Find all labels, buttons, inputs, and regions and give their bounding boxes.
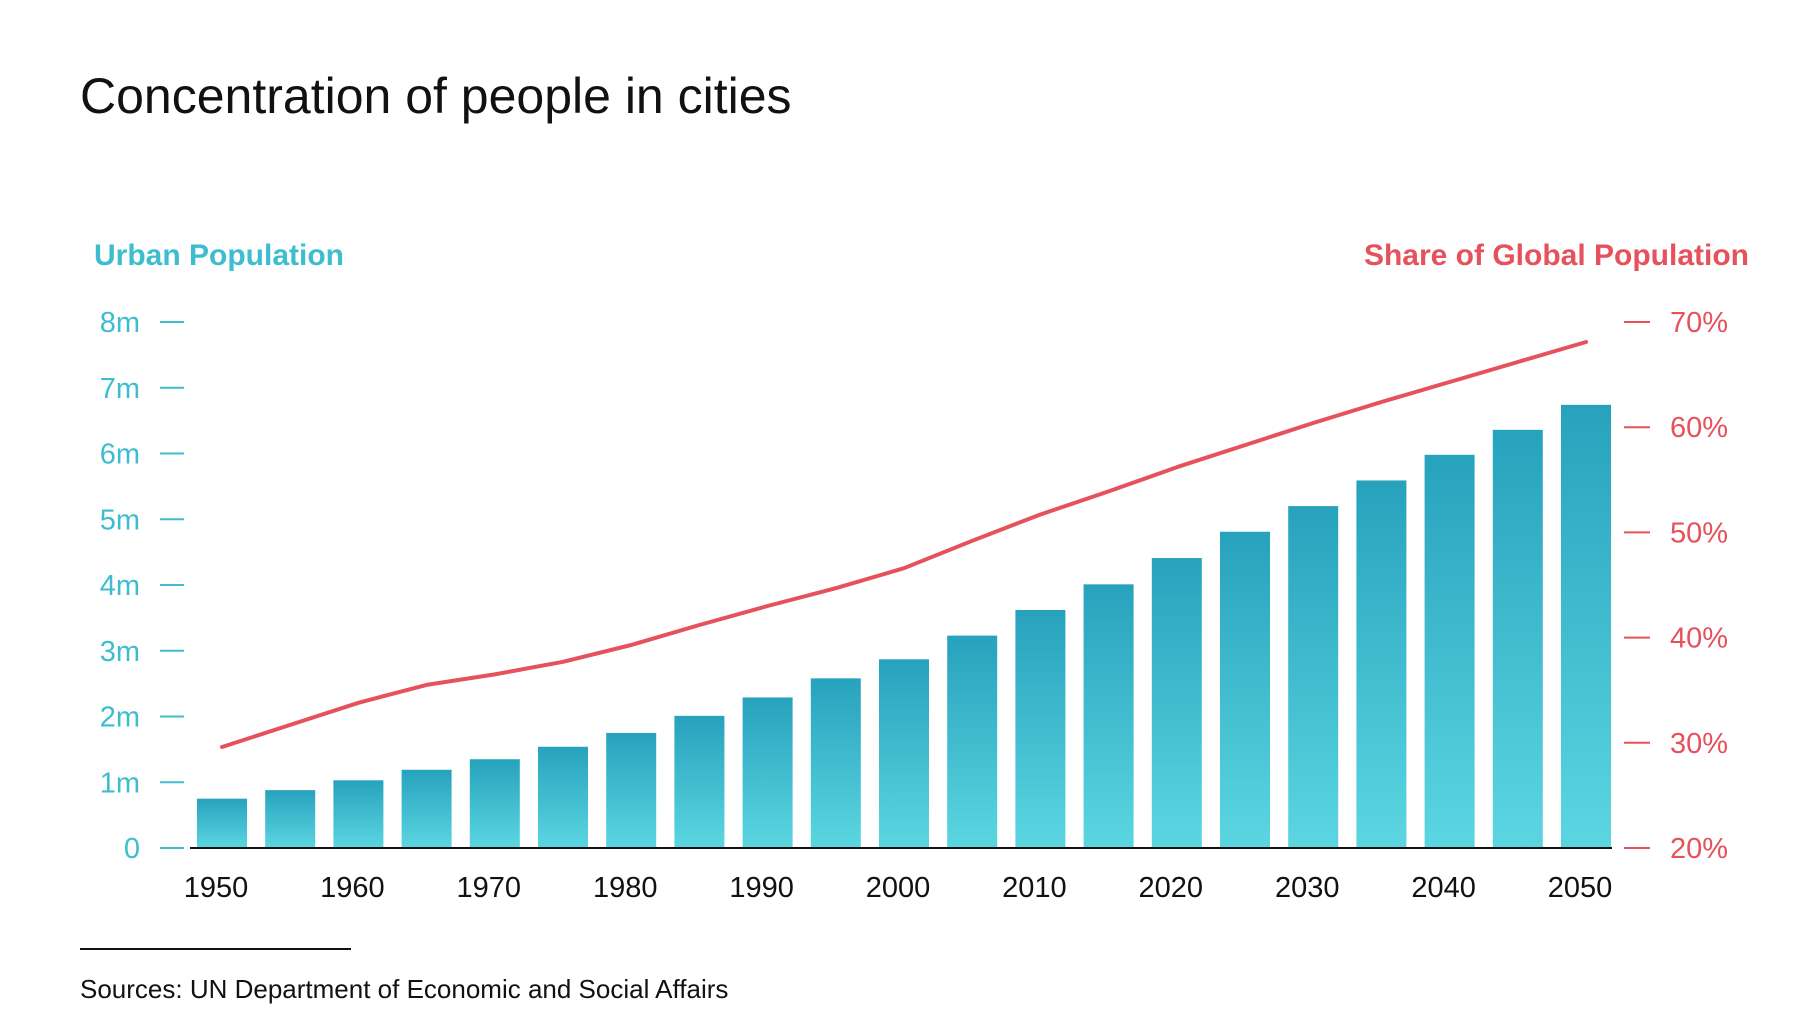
right-tick-label: 70% xyxy=(1670,307,1728,339)
left-tick-label: 0 xyxy=(124,833,140,865)
bar xyxy=(810,678,861,848)
right-axis-title: Share of Global Population xyxy=(1364,239,1749,272)
bar xyxy=(1288,506,1339,848)
left-axis-title: Urban Population xyxy=(94,239,344,272)
x-tick-label: 2030 xyxy=(1275,872,1340,904)
bar xyxy=(1151,558,1202,848)
bar xyxy=(1492,429,1543,848)
bar xyxy=(1220,531,1270,848)
bar xyxy=(538,746,588,848)
left-axis: 0 1m 2m 3m 4m 5m 6m 7m 8m xyxy=(100,307,184,865)
x-tick-label: 1960 xyxy=(320,872,385,904)
left-tick-label: 3m xyxy=(100,636,140,668)
share-line xyxy=(220,340,1588,749)
bar xyxy=(1356,480,1407,848)
right-tick-label: 50% xyxy=(1670,517,1728,549)
bar xyxy=(197,798,247,848)
right-tick-label: 60% xyxy=(1670,412,1728,444)
bar xyxy=(1083,584,1134,848)
x-tick-label: 2010 xyxy=(1002,872,1067,904)
right-tick-label: 20% xyxy=(1670,833,1728,865)
bar xyxy=(265,790,316,848)
x-tick-label: 2020 xyxy=(1139,872,1204,904)
x-tick-label: 2040 xyxy=(1411,872,1476,904)
left-tick-label: 1m xyxy=(100,767,140,799)
left-tick-label: 2m xyxy=(100,702,140,734)
bar xyxy=(606,732,657,848)
x-tick-label: 1990 xyxy=(729,872,794,904)
bar xyxy=(469,759,520,848)
bar xyxy=(1561,404,1611,848)
left-tick-label: 4m xyxy=(100,570,140,602)
left-tick-label: 5m xyxy=(100,504,140,536)
x-tick-label: 1980 xyxy=(593,872,658,904)
x-axis: 1950 1960 1970 1980 1990 2000 2010 2020 2030 2040… xyxy=(184,872,1613,904)
chart-title: Concentration of people in cities xyxy=(80,68,792,124)
bar xyxy=(742,697,793,848)
left-tick-label: 7m xyxy=(100,373,140,405)
x-tick-label: 2050 xyxy=(1548,872,1613,904)
right-axis: 20% 30% 40% 50% 60% 70% xyxy=(1624,307,1728,865)
bar xyxy=(947,635,998,848)
right-tick-label: 40% xyxy=(1670,623,1728,655)
bar xyxy=(1424,454,1475,848)
bar xyxy=(1015,609,1066,848)
bar xyxy=(333,780,384,848)
right-tick-label: 30% xyxy=(1670,728,1728,760)
left-tick-label: 6m xyxy=(100,439,140,471)
bar xyxy=(879,659,929,848)
x-tick-label: 2000 xyxy=(866,872,931,904)
bar-series xyxy=(197,404,1611,848)
bar xyxy=(401,769,452,848)
x-tick-label: 1950 xyxy=(184,872,249,904)
bar xyxy=(674,715,725,848)
source-note: Sources: UN Department of Economic and S… xyxy=(80,974,728,1004)
left-tick-label: 8m xyxy=(100,307,140,339)
x-tick-label: 1970 xyxy=(457,872,522,904)
